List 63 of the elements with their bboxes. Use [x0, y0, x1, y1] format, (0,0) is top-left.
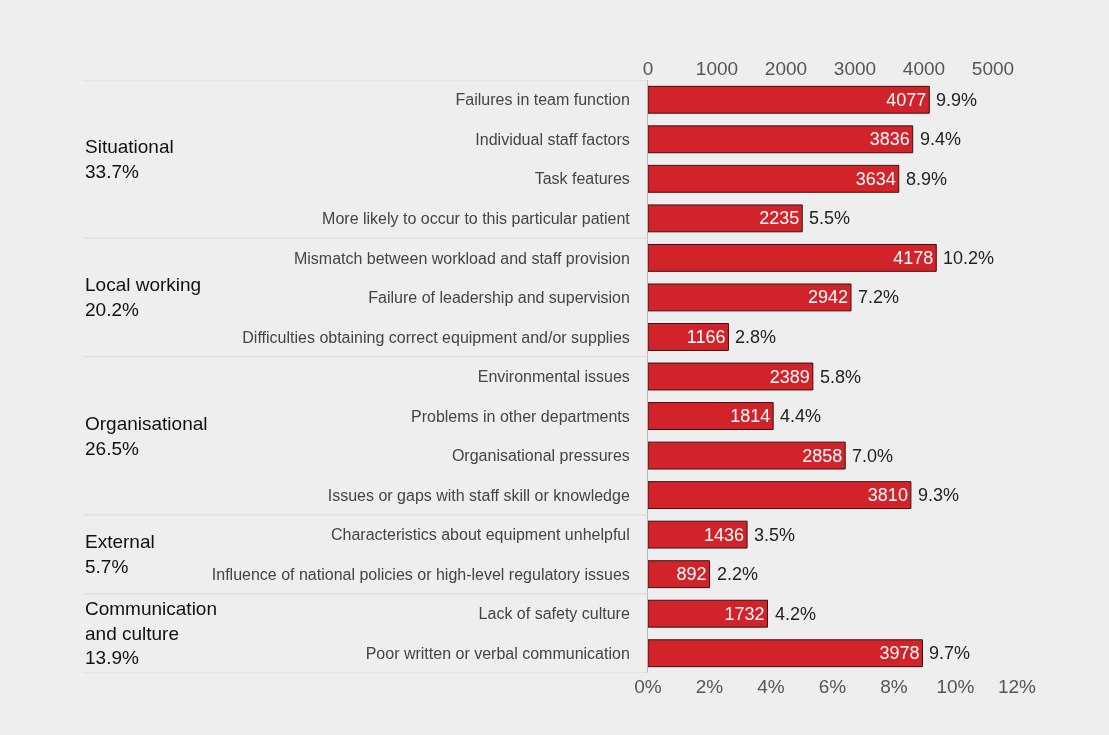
data-label: 4077	[886, 89, 927, 110]
y-tick-label: Poor written or verbal communication	[365, 644, 630, 662]
annotation: 2.8%	[735, 327, 777, 347]
y-tick-label: Mismatch between workload and staff provision	[293, 249, 630, 267]
annotation: 8.9%	[906, 169, 948, 189]
annotation: 4.4%	[780, 406, 822, 426]
annotation: 10.2%	[943, 248, 995, 268]
annotation: 9.3%	[918, 485, 960, 505]
annotation: 9.9%	[936, 90, 978, 110]
y-tick-label: Environmental issues	[477, 368, 630, 386]
annotation: 9.4%	[920, 129, 962, 149]
y-tick-label: Task features	[534, 170, 630, 188]
x-tick-label: 8%	[880, 676, 908, 697]
annotation: 7.2%	[858, 287, 900, 307]
annotation: 3.5%	[754, 525, 796, 545]
annotation: 5.5%	[809, 208, 851, 228]
text: Situational 33.7%	[85, 136, 174, 182]
data-label: 1732	[724, 603, 765, 624]
data-label: 2942	[807, 287, 848, 308]
text: Communication and culture 13.9%	[85, 598, 217, 669]
data-label: 3978	[879, 643, 920, 664]
annotation: 2.2%	[717, 564, 759, 584]
x2-tick-label: 1000	[695, 58, 739, 80]
x2-tick-label: 4000	[902, 58, 946, 80]
y-tick-label: Problems in other departments	[411, 407, 630, 425]
annotation: 4.2%	[775, 604, 817, 624]
x-tick-label: 4%	[757, 676, 785, 697]
annotation: 9.7%	[929, 643, 971, 663]
y-tick-label: Individual staff factors	[475, 130, 630, 148]
x-tick-label: 12%	[997, 676, 1037, 697]
x2-tick-label: 0	[642, 58, 654, 80]
data-label: 2389	[769, 366, 810, 387]
text: Organisational 26.5%	[85, 413, 208, 459]
annotation: 7.0%	[852, 446, 894, 466]
data-label: 892	[676, 564, 707, 585]
y-tick-label: Lack of safety culture	[478, 605, 630, 623]
y-tick-label: Issues or gaps with staff skill or knowledge	[327, 486, 630, 504]
x2-tick-label: 2000	[764, 58, 808, 80]
x-tick-label: 10%	[936, 676, 975, 697]
x2-tick-label: 3000	[833, 58, 877, 80]
annotation: 5.8%	[820, 367, 862, 387]
x-tick-label: 0%	[634, 676, 662, 697]
text: Local working 20.2%	[85, 274, 202, 320]
data-label: 1814	[730, 406, 771, 427]
y-tick-label: Influence of national policies or high-level regulatory issues	[211, 565, 630, 583]
data-label: 3810	[867, 485, 908, 506]
y-tick-label: More likely to occur to this particular patient	[322, 209, 631, 227]
x-tick-label: 6%	[818, 676, 847, 697]
data-label: 1436	[704, 524, 745, 545]
y-tick-label: Failures in team function	[455, 91, 630, 109]
data-label: 1166	[686, 326, 726, 347]
x-tick-label: 2%	[695, 676, 724, 697]
y-tick-label: Difficulties obtaining correct equipment and/or supplies	[242, 328, 630, 346]
data-label: 2235	[759, 208, 800, 229]
y-tick-label: Organisational pressures	[451, 447, 630, 465]
data-label: 3836	[869, 129, 910, 150]
data-label: 2858	[802, 445, 843, 466]
data-label: 3634	[855, 168, 896, 189]
text: External 5.7%	[85, 531, 155, 577]
data-label: 4178	[893, 247, 934, 268]
x2-tick-label: 5000	[971, 58, 1015, 80]
y-tick-label: Failure of leadership and supervision	[368, 289, 630, 307]
y-tick-label: Characteristics about equipment unhelpful	[330, 526, 630, 544]
